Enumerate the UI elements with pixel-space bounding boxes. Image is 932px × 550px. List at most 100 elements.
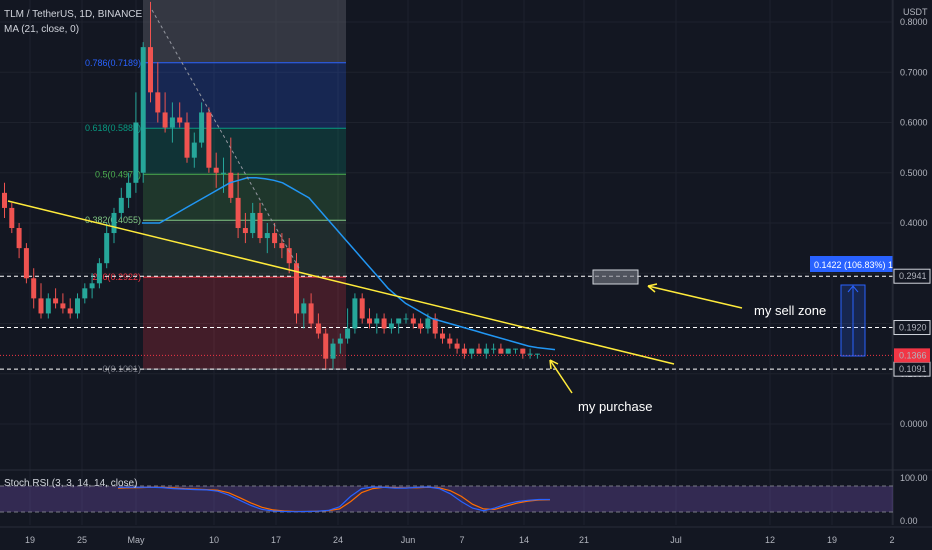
time-axis-tick: 19 [827,535,837,545]
fib-level-label: 0.5(0.4970) [95,169,141,179]
candle-body[interactable] [2,192,7,208]
candle-body[interactable] [330,343,336,359]
candle-body[interactable] [67,308,73,314]
price-axis-tick: 0.0000 [900,419,928,429]
candle-body[interactable] [60,303,66,309]
candle-body[interactable] [38,298,44,314]
candle-body[interactable] [301,303,307,314]
candle-body[interactable] [440,333,445,339]
stoch-axis-top: 100.00 [900,473,928,483]
candle-body[interactable] [53,298,59,304]
candle-body[interactable] [126,182,132,198]
candle-body[interactable] [133,122,139,183]
candle-body[interactable] [155,92,161,113]
candle-body[interactable] [221,172,226,174]
level-price-tag: 0.2941 [899,271,927,281]
candle-body[interactable] [381,318,387,329]
candle-body[interactable] [483,348,489,354]
candle-body[interactable] [396,318,402,324]
candle-body[interactable] [148,47,153,93]
symbol-legend[interactable]: TLM / TetherUS, 1D, BINANCE [4,9,143,20]
candle-body[interactable] [16,228,22,249]
candle-body[interactable] [96,263,102,284]
fib-level-label: 0.618(0.5886) [85,123,141,133]
candle-body[interactable] [111,212,117,234]
level-price-tag: 0.1920 [899,323,927,333]
currency-label: USDT [903,7,928,17]
candle-body[interactable] [513,348,518,350]
candle-body[interactable] [323,333,329,359]
candle-body[interactable] [162,112,168,128]
candle-body[interactable] [89,283,95,289]
candle-body[interactable] [403,318,409,320]
candle-body[interactable] [75,298,80,314]
candle-body[interactable] [352,298,358,329]
candle-body[interactable] [23,248,29,279]
candle-body[interactable] [520,348,526,354]
candle-body[interactable] [337,338,343,344]
candle-body[interactable] [454,343,460,349]
candle-body[interactable] [367,318,372,324]
candle-body[interactable] [359,298,365,319]
moving-average-line[interactable] [142,177,556,351]
candle-body[interactable] [418,323,424,329]
candle-body[interactable] [294,263,299,314]
candle-body[interactable] [118,197,124,213]
time-axis-tick: 2 [889,535,894,545]
candle-body[interactable] [104,233,110,264]
sell-zone-note: my sell zone [754,303,826,318]
candle-body[interactable] [469,348,475,354]
stoch-k-line[interactable] [118,486,550,513]
candle-body[interactable] [308,303,314,324]
candle-body[interactable] [45,298,51,314]
ma-legend[interactable]: MA (21, close, 0) [4,24,80,35]
stoch-rsi-legend[interactable]: Stoch RSI (3, 3, 14, 14, close) [4,478,138,489]
candle-body[interactable] [206,112,212,168]
candle-body[interactable] [410,318,416,324]
candle-body[interactable] [425,318,431,329]
candle-body[interactable] [250,212,256,234]
fib-band [143,62,346,129]
candle-body[interactable] [432,318,438,334]
price-axis-tick: 0.8000 [900,17,928,27]
candle-body[interactable] [242,228,248,234]
candle-body[interactable] [498,348,504,354]
candle-body[interactable] [286,248,292,264]
candle-body[interactable] [264,233,270,239]
candle-body[interactable] [476,348,482,354]
candle-body[interactable] [213,167,219,173]
candle-body[interactable] [9,207,15,229]
candle-body[interactable] [461,348,467,354]
level-price-tag: 0.1091 [899,364,927,374]
candle-body[interactable] [177,117,183,123]
candle-body[interactable] [228,172,234,198]
candle-body[interactable] [82,288,88,299]
candle-body[interactable] [315,323,321,334]
candle-body[interactable] [199,112,205,143]
candle-body[interactable] [505,348,511,354]
candle-body[interactable] [257,212,263,239]
candle-body[interactable] [388,323,394,329]
candle-body[interactable] [140,47,146,173]
candle-body[interactable] [272,233,278,244]
candle-body[interactable] [374,318,380,324]
candle-body[interactable] [345,328,351,339]
candle-body[interactable] [191,142,197,158]
level-price-tag-bg [893,268,931,284]
price-axis-tick: 0.5000 [900,168,928,178]
yellow-trend-line[interactable] [7,200,675,365]
time-axis-tick: Jul [670,535,682,545]
candle-body[interactable] [447,338,453,344]
time-axis-tick: 7 [459,535,464,545]
candle-body[interactable] [184,122,190,158]
sell-zone-box[interactable] [592,269,639,285]
candle-body[interactable] [235,197,241,229]
candle-body[interactable] [279,243,285,249]
candle-body[interactable] [534,353,540,355]
candle-body[interactable] [527,353,533,355]
candle-body[interactable] [31,278,37,299]
candle-body[interactable] [491,348,497,350]
candle-body[interactable] [169,117,175,128]
measure-arrow-head [847,285,859,293]
